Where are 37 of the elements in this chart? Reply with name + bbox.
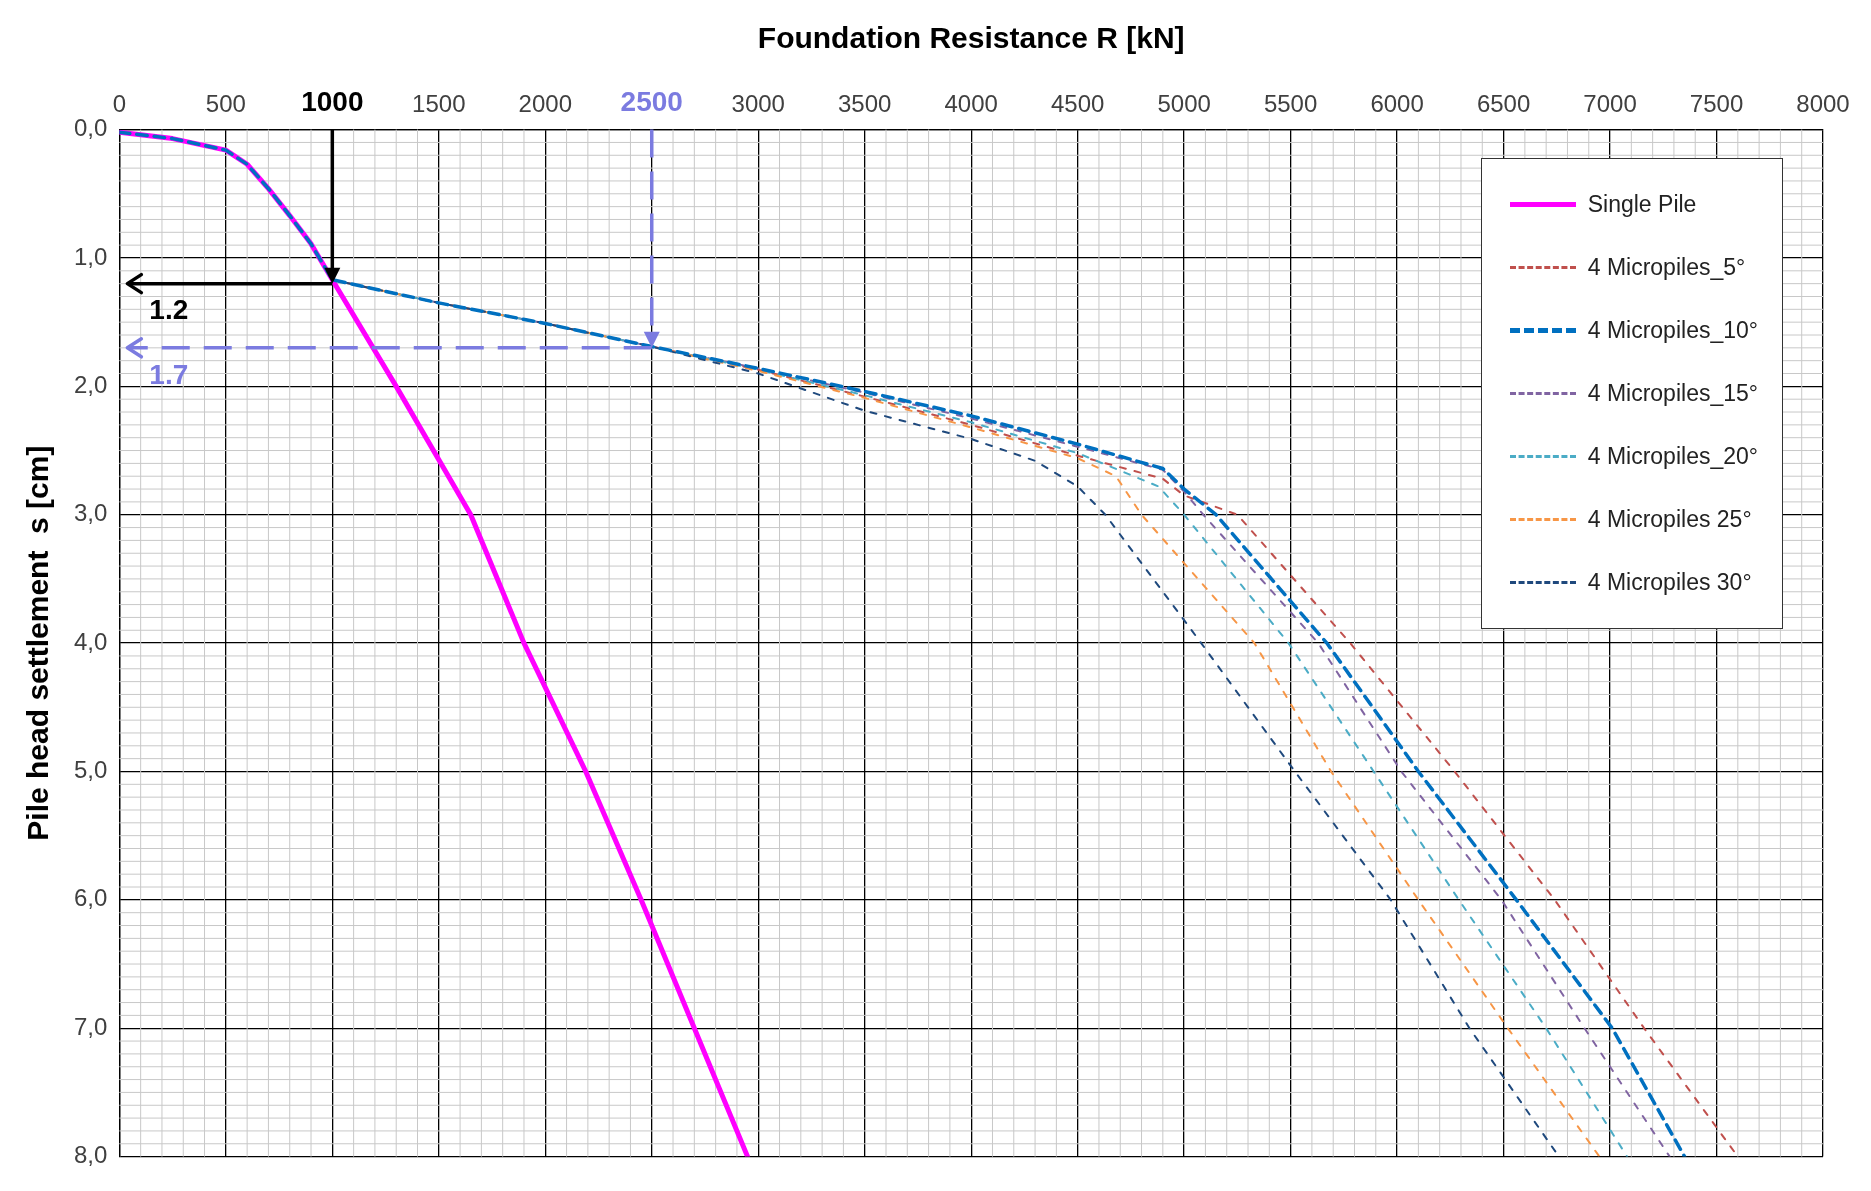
legend-label: 4 Micropiles_5° [1587,254,1746,281]
ref-line-label: 1.7 [149,358,189,390]
x-tick-label: 2000 [518,89,572,117]
y-tick-label: 3,0 [73,499,108,527]
y-tick-label: 0,0 [73,114,108,142]
x-tick-label: 5000 [1157,89,1211,117]
x-tick-label: 6000 [1370,89,1424,117]
x-tick-label: 4000 [944,89,998,117]
x-tick-label: 5500 [1263,89,1318,117]
legend-label: Single Pile [1587,191,1697,218]
x-tick-label: 3500 [838,89,892,117]
x-tick-label: 3000 [731,89,785,117]
y-tick-label: 1,0 [73,242,108,270]
x-tick-label: 2500 [620,85,683,117]
y-tick-label: 4,0 [73,627,108,655]
x-tick-label: 1000 [301,85,364,117]
x-tick-label: 7000 [1583,89,1637,117]
x-tick-label: 4500 [1050,89,1105,117]
y-tick-label: 8,0 [73,1141,108,1169]
y-axis-title: Pile head settlement s [cm] [21,445,55,841]
x-axis-title: Foundation Resistance R [kN] [757,21,1185,55]
y-tick-label: 2,0 [73,370,108,398]
x-tick-label: 0 [112,89,127,117]
x-tick-label: 7500 [1689,89,1744,117]
y-tick-label: 5,0 [73,756,108,784]
x-tick-label: 500 [205,89,246,117]
x-tick-label: 8000 [1796,89,1850,117]
legend-label: 4 Micropiles 25° [1587,506,1752,533]
y-tick-label: 7,0 [73,1012,108,1040]
legend-label: 4 Micropiles_20° [1587,443,1758,470]
x-tick-label: 1500 [412,89,466,117]
x-tick-label: 6500 [1476,89,1531,117]
legend-label: 4 Micropiles_10° [1587,317,1758,344]
legend-label: 4 Micropiles_15° [1587,380,1758,407]
legend-label: 4 Micropiles 30° [1587,569,1752,596]
y-tick-label: 6,0 [73,884,108,912]
ref-line-label: 1.2 [149,294,189,326]
